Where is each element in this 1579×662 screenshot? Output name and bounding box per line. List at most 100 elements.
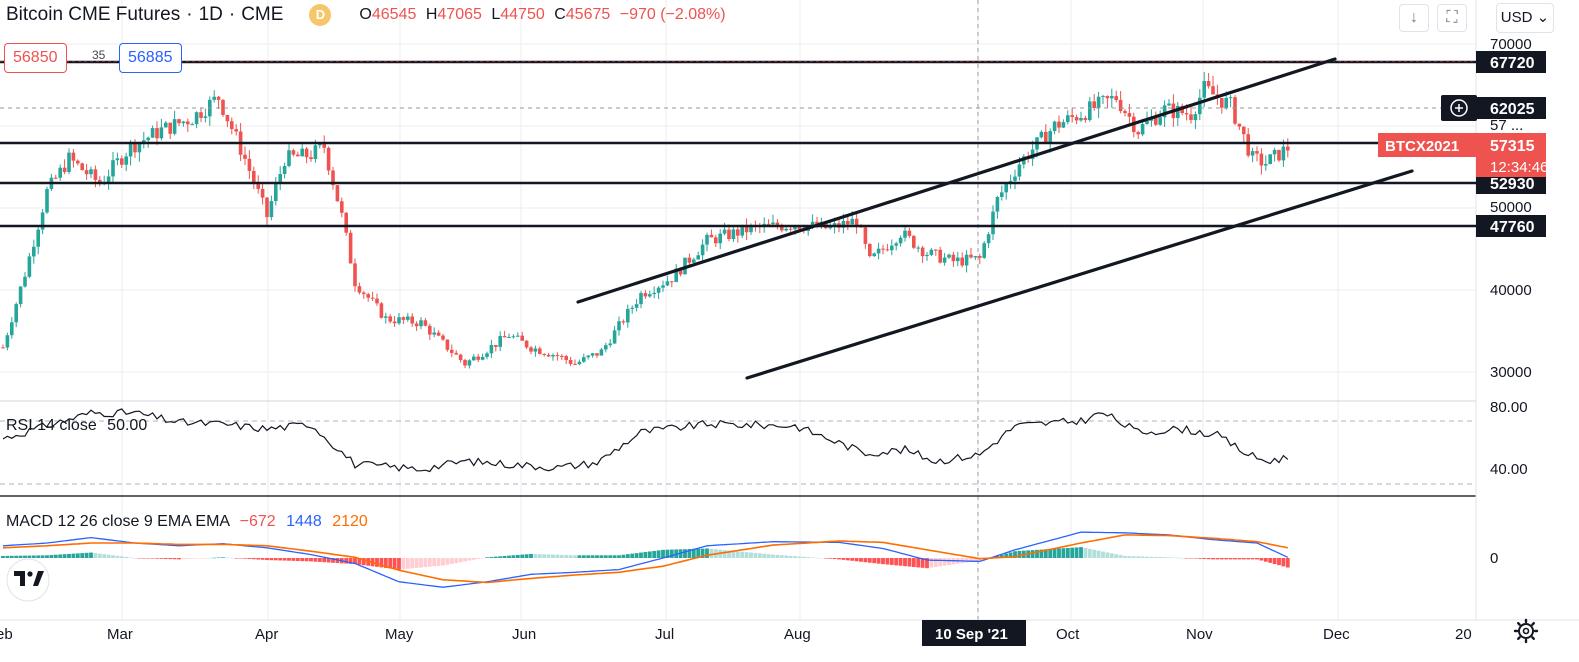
candle-body (203, 116, 208, 118)
candle (1242, 126, 1246, 143)
macd-histogram-bar (14, 555, 19, 558)
candle (1264, 155, 1268, 171)
macd-histogram-bar (634, 553, 639, 558)
macd-histogram-bar (401, 558, 406, 570)
candle-body (903, 230, 907, 238)
candle-body (234, 129, 238, 132)
macd-histogram-bar (938, 558, 943, 567)
macd-histogram-bar (102, 554, 107, 558)
candle-body (282, 166, 287, 175)
candle (62, 159, 67, 175)
candle-body (357, 286, 362, 293)
candle (111, 151, 115, 185)
candle-body (1004, 184, 1008, 193)
settings-gear-icon[interactable] (1513, 618, 1539, 644)
trendlines[interactable] (576, 57, 1414, 380)
macd-histogram-bar (1057, 548, 1061, 558)
candle (612, 325, 617, 344)
candle-body (916, 247, 920, 249)
crosshair-price-label[interactable]: 62025 (1476, 97, 1546, 119)
price-axis[interactable]: 70000 40000 30000 67720 57 ...62025 50000 5293… (1378, 36, 1548, 567)
macd-histogram-bar (832, 558, 837, 560)
candle-body (1044, 131, 1048, 144)
macd-histogram-bar (744, 552, 749, 558)
crosshair-plus-circle (1450, 99, 1468, 117)
crosshair-date-label[interactable]: 10 Sep '21 (922, 620, 1026, 646)
candle (1105, 95, 1110, 108)
candle-body (111, 160, 115, 177)
candle-body (388, 316, 392, 322)
macd-histogram-bar (1096, 550, 1101, 558)
level-label-47760[interactable]: 47760 (1476, 215, 1546, 237)
arrow-down-icon[interactable]: ↓ (1399, 4, 1429, 32)
macd-histogram-bar (1268, 558, 1273, 563)
candle (260, 183, 265, 205)
macd-histogram-bar (1233, 558, 1237, 560)
close-label: C (554, 6, 566, 23)
candle-body (1167, 103, 1171, 106)
price-tick-label: 30000 (1490, 364, 1532, 381)
candle-body (890, 245, 894, 251)
spread-value: 35 (92, 48, 106, 62)
candle-body (10, 322, 14, 336)
candle (502, 330, 507, 338)
sell-price-button[interactable]: 56850 (4, 43, 67, 73)
macd-histogram-bar (1206, 558, 1211, 560)
channel-upper-line[interactable] (576, 57, 1337, 304)
macd-histogram-bar (207, 557, 212, 559)
candle (1004, 182, 1008, 200)
macd-histogram-bar (630, 553, 635, 558)
candle (555, 352, 560, 361)
hidden-axis-label: 50000 (1490, 199, 1532, 216)
buy-price-button[interactable]: 56885 (119, 43, 182, 73)
candle (964, 250, 969, 273)
candle-body (876, 248, 881, 254)
channel-lower-line[interactable] (745, 169, 1414, 380)
delayed-data-badge[interactable]: D (309, 4, 332, 26)
candle (32, 239, 36, 264)
candle (216, 95, 221, 110)
macd-histogram-bar (612, 555, 617, 558)
fullscreen-icon[interactable]: ⛶ (1437, 4, 1467, 32)
candle (89, 166, 93, 179)
candle-body (274, 183, 278, 202)
candle (472, 354, 476, 361)
rsi-legend[interactable]: RSI 14 close 50.00 (6, 417, 147, 435)
macd-histogram-bar (23, 555, 27, 558)
macd-histogram-bar (881, 558, 885, 565)
macd-histogram-bar (617, 555, 621, 558)
level-label-52930[interactable]: 52930 (1476, 172, 1546, 194)
candle (392, 316, 397, 327)
macd-histogram-bar (1145, 556, 1149, 558)
candle (322, 135, 326, 154)
current-price-label[interactable]: BTCX2021 57315 12:34:46 (1378, 133, 1548, 177)
macd-histogram-bar (515, 554, 520, 558)
macd-histogram-bar (97, 553, 102, 558)
candle-body (84, 170, 89, 175)
interval-label[interactable]: 1D (198, 4, 223, 25)
macd-legend[interactable]: MACD 12 26 close 9 EMA EMA −672 1448 212… (6, 513, 368, 531)
macd-histogram-bar (18, 555, 23, 558)
macd-histogram-bar (753, 552, 758, 558)
macd-histogram-bar (133, 558, 137, 559)
macd-histogram-bar (933, 558, 938, 567)
time-tick-label: Jun (512, 626, 536, 643)
candle-body (731, 229, 736, 240)
symbol-title[interactable]: Bitcoin CME Futures (6, 4, 181, 25)
level-label-67720[interactable]: 67720 (1476, 51, 1546, 73)
candle (951, 251, 956, 267)
time-axis[interactable]: eb Mar Apr May Jun Jul Aug 10 Sep '21 Oct Nov Dec 2… (0, 620, 1472, 646)
crosshair-plus-icon[interactable] (1441, 95, 1477, 121)
candle-body (907, 230, 912, 236)
candle-body (577, 361, 582, 365)
candle (256, 175, 260, 194)
currency-select[interactable]: USD ⌄ (1496, 3, 1554, 33)
candle (27, 252, 32, 279)
macd-histogram-bar (586, 555, 591, 558)
candle (1158, 110, 1162, 126)
macd-histogram-bar (375, 558, 379, 567)
candle (76, 159, 80, 166)
macd-histogram-bar (304, 558, 309, 562)
candle-body (1, 347, 5, 349)
